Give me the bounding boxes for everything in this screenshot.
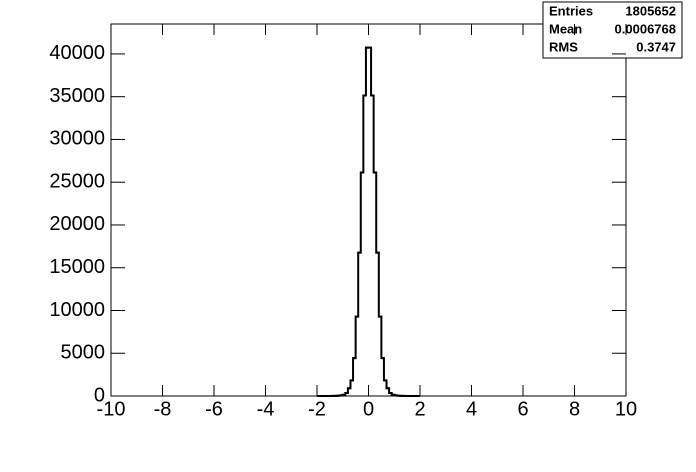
y-tick-label: 25000 (49, 170, 105, 192)
x-tick-label: -4 (257, 398, 275, 420)
x-tick-label: 0 (363, 398, 374, 420)
x-tick-label: 4 (466, 398, 477, 420)
y-tick-label: 20000 (49, 213, 105, 235)
histogram-outline (317, 46, 420, 397)
x-tick-label: -2 (308, 398, 326, 420)
x-tick-label: -10 (97, 398, 126, 420)
y-tick-label: 0 (94, 384, 105, 406)
x-tick-label: 2 (414, 398, 425, 420)
y-tick-label: 10000 (49, 299, 105, 321)
x-tick-label: -6 (205, 398, 223, 420)
stats-label: Mean (549, 21, 582, 36)
stats-box (542, 1, 683, 59)
stats-value: 1805652 (625, 3, 676, 18)
y-tick-label: 40000 (49, 42, 105, 64)
y-tick-label: 15000 (49, 256, 105, 278)
x-tick-label: 8 (569, 398, 580, 420)
x-tick-label: 6 (517, 398, 528, 420)
stats-label: RMS (549, 39, 578, 54)
y-tick-label: 30000 (49, 128, 105, 150)
stats-value: 0.3747 (636, 39, 676, 54)
stats-label: Entries (549, 3, 593, 18)
stats-value: 0.0006768 (615, 21, 676, 36)
y-tick-label: 35000 (49, 85, 105, 107)
y-tick-label: 5000 (61, 342, 106, 364)
x-tick-label: -8 (154, 398, 172, 420)
x-tick-label: 10 (615, 398, 637, 420)
